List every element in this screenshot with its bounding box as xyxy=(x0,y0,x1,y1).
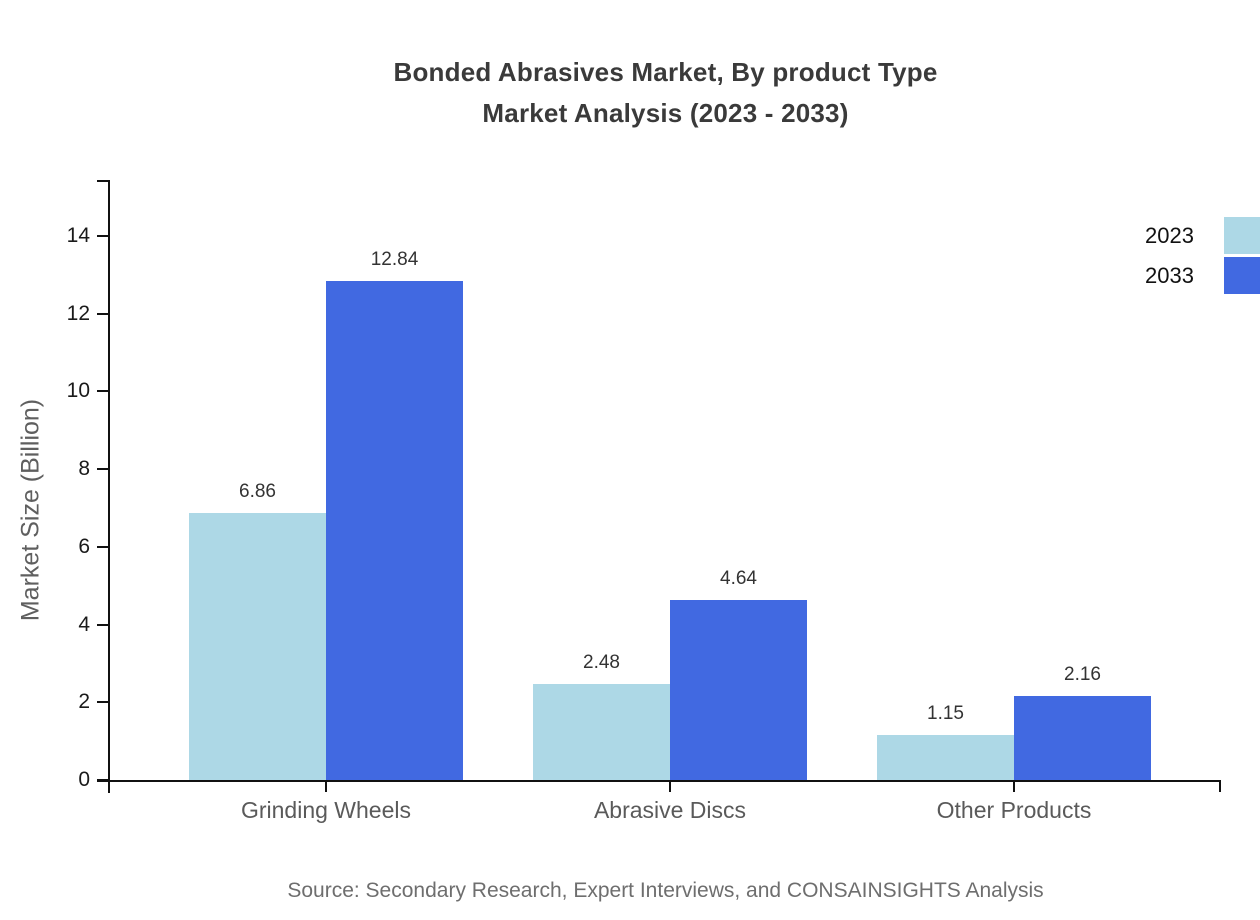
bar-value-label: 2.48 xyxy=(583,651,620,673)
bar-2023-abrasive-discs xyxy=(533,683,670,780)
legend-label: 2023 xyxy=(1145,222,1194,248)
chart-title: Bonded Abrasives Market, By product Type… xyxy=(110,52,1221,134)
y-tick-label: 6 xyxy=(78,534,90,558)
y-tick-label: 0 xyxy=(78,768,90,791)
x-tick-mark xyxy=(325,780,327,792)
legend-swatch-2023 xyxy=(1224,217,1260,254)
y-tick-label: 2 xyxy=(78,690,90,714)
bar-2033-abrasive-discs xyxy=(670,599,807,780)
legend: 2023 2033 xyxy=(1145,217,1260,294)
chart-title-line2: Market Analysis (2023 - 2033) xyxy=(482,98,849,128)
bar-value-label: 6.86 xyxy=(239,481,276,503)
y-tick-mark xyxy=(97,390,108,393)
y-axis-top-cap xyxy=(97,180,108,182)
legend-item-2023: 2023 xyxy=(1145,217,1260,254)
y-tick-mark xyxy=(97,701,108,704)
bar-2023-grinding-wheels xyxy=(189,513,326,780)
bar-2023-other-products xyxy=(877,735,1014,780)
x-tick-mark xyxy=(669,780,671,792)
x-axis-end-tick xyxy=(1219,780,1221,792)
y-tick-mark xyxy=(97,468,108,471)
source-note: Source: Secondary Research, Expert Inter… xyxy=(287,879,1044,902)
y-tick-label: 4 xyxy=(78,612,90,636)
y-tick-mark xyxy=(97,545,108,548)
y-tick-label: 8 xyxy=(78,457,90,481)
x-tick-mark xyxy=(1013,780,1015,792)
chart-title-line1: Bonded Abrasives Market, By product Type xyxy=(393,57,938,87)
y-axis-line xyxy=(108,180,110,793)
y-tick-label: 10 xyxy=(66,379,90,403)
bar-value-label: 4.64 xyxy=(720,567,757,589)
bar-2033-grinding-wheels xyxy=(326,281,463,780)
x-axis-line xyxy=(97,780,1221,782)
y-axis-title: Market Size (Billion) xyxy=(16,398,45,622)
bar-value-label: 2.16 xyxy=(1064,664,1101,686)
bar-value-label: 12.84 xyxy=(370,249,419,271)
bar-2033-other-products xyxy=(1014,696,1151,780)
legend-item-2033: 2033 xyxy=(1145,257,1260,294)
x-category-label: Grinding Wheels xyxy=(240,797,412,823)
y-tick-label: 14 xyxy=(66,223,90,247)
legend-swatch-2033 xyxy=(1224,257,1260,294)
y-tick-mark xyxy=(97,234,108,237)
y-tick-mark xyxy=(97,779,108,781)
plot-area: 0 2 4 6 8 10 12 14 Grinding Wheels 6.86 12.84 Abras… xyxy=(67,180,1221,823)
y-tick-mark xyxy=(97,312,108,315)
y-tick-label: 12 xyxy=(66,301,90,325)
bar-value-label: 1.15 xyxy=(927,703,964,725)
x-category-label: Abrasive Discs xyxy=(593,797,747,823)
y-tick-mark xyxy=(97,623,108,626)
x-category-label: Other Products xyxy=(936,797,1092,823)
legend-label: 2033 xyxy=(1145,262,1194,288)
